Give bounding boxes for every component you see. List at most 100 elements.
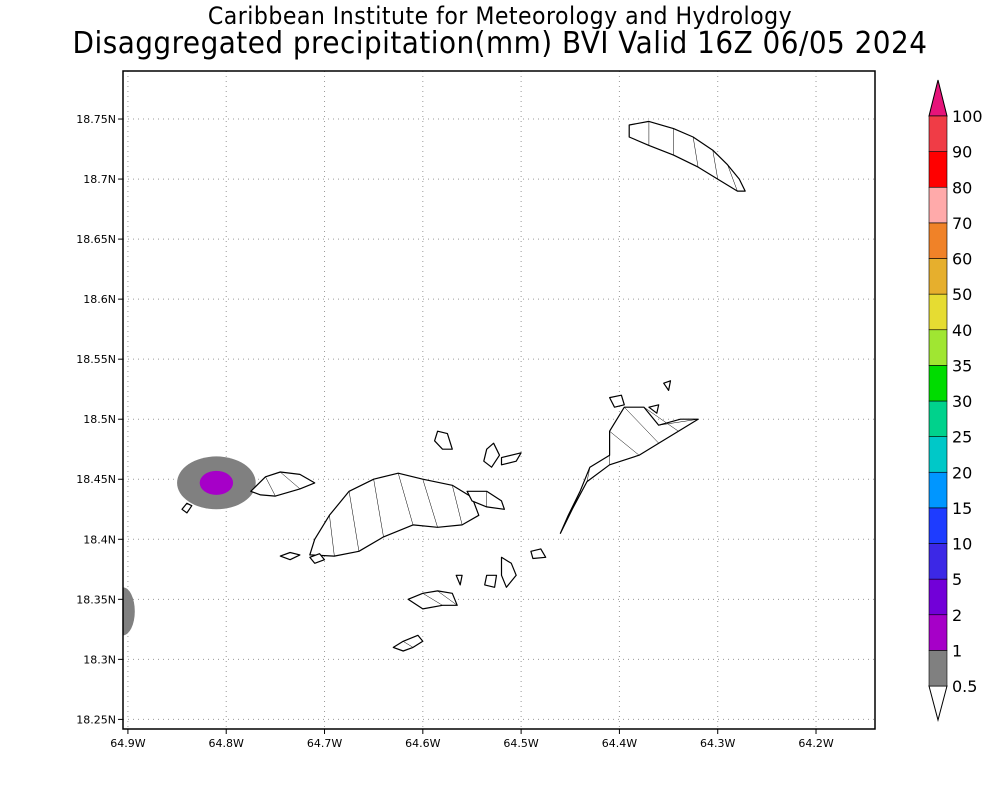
- longitude-labels: 64.9W 64.8W 64.7W 64.6W 64.5W 64.4W 64.3W 64.2W: [110, 729, 834, 750]
- island-little-jost-van-dyke: [181, 502, 193, 514]
- parcel-line: [280, 471, 301, 490]
- colorbar-label: 40: [952, 321, 972, 340]
- title-line-2: Disaggregated precipitation(mm) BVI Vali…: [72, 26, 928, 61]
- colorbar-swatch: [928, 186, 948, 224]
- parcel-line: [712, 150, 718, 180]
- colorbar-swatch: [928, 329, 948, 366]
- colorbar-label: 70: [952, 214, 972, 233]
- parcel-line: [398, 473, 414, 525]
- colorbar-high-extend: [928, 79, 948, 117]
- parcel-line: [692, 136, 699, 168]
- latitude-labels: 18.25N 18.3N 18.35N 18.4N 18.45N 18.5N 18.55N 1…: [76, 113, 123, 726]
- colorbar-swatch: [928, 507, 948, 544]
- parcel-line: [501, 500, 505, 510]
- lat-tick-label: 18.3N: [83, 653, 116, 666]
- lat-tick-label: 18.45N: [76, 473, 116, 486]
- parcel-line: [739, 178, 746, 192]
- island-mosquito-island: [608, 394, 625, 408]
- colorbar-swatch: [928, 436, 948, 473]
- island-ginger-island: [530, 548, 547, 560]
- colorbar-label: 80: [952, 178, 972, 197]
- island-cooper-island: [500, 556, 517, 588]
- parcel-line: [265, 476, 276, 497]
- precip-area-0.5-1: [123, 587, 135, 636]
- parcel-line: [329, 515, 335, 557]
- parcel-line: [403, 641, 414, 648]
- lat-tick-label: 18.4N: [83, 533, 116, 546]
- lon-tick-label: 64.5W: [503, 737, 538, 750]
- island-tortola: [309, 472, 480, 557]
- colorbar-label: 1: [952, 641, 962, 660]
- parcel-line: [586, 467, 591, 482]
- colorbar-swatch: [928, 471, 948, 509]
- colorbar-label: 2: [952, 606, 962, 625]
- island-virgin-gorda: [559, 406, 699, 534]
- island-outlines: [181, 120, 746, 652]
- parcel-line: [437, 590, 458, 606]
- parcel-line: [348, 491, 360, 552]
- parcel-line: [609, 431, 640, 456]
- island-great-camanoe: [483, 442, 501, 468]
- colorbar-swatch: [928, 650, 948, 687]
- precip-area-1-2: [199, 470, 234, 495]
- colorbar-label: 30: [952, 392, 972, 411]
- lat-tick-label: 18.5N: [83, 413, 116, 426]
- parcel-line: [422, 593, 443, 606]
- colorbar-swatch: [928, 151, 948, 188]
- island-anegada: [628, 120, 746, 192]
- parcel-line: [658, 418, 699, 426]
- parcel-line: [624, 407, 659, 444]
- colorbar-label: 25: [952, 428, 972, 447]
- lon-tick-label: 64.6W: [405, 737, 440, 750]
- island-scrub-island: [500, 452, 522, 466]
- colorbar-label: 90: [952, 143, 972, 162]
- colorbar-swatch: [928, 115, 948, 152]
- lon-tick-label: 64.3W: [700, 737, 735, 750]
- colorbar-swatch: [928, 293, 948, 331]
- lat-tick-label: 18.6N: [83, 293, 116, 306]
- parcel-line: [373, 479, 384, 537]
- parcel-line: [452, 485, 463, 525]
- lon-tick-label: 64.8W: [209, 737, 244, 750]
- colorbar-swatch: [928, 258, 948, 295]
- map-frame: [122, 70, 876, 730]
- parcel-line: [309, 539, 315, 555]
- colorbar-label: 0.5: [952, 677, 977, 696]
- colorbar-label: 100: [952, 107, 983, 126]
- parcel-line: [560, 515, 569, 534]
- colorbar-low-extend: [928, 685, 948, 722]
- title-line-1: Caribbean Institute for Meteorology and …: [207, 2, 793, 30]
- colorbar-label: 60: [952, 250, 972, 269]
- colorbar-swatch: [928, 578, 948, 616]
- island-peter-island: [407, 590, 458, 610]
- colorbar-label: 50: [952, 285, 972, 304]
- island-eustatia: [648, 404, 660, 414]
- island-great-thatch: [279, 551, 301, 561]
- lon-tick-label: 64.7W: [307, 737, 342, 750]
- colorbar-label: 15: [952, 499, 972, 518]
- island-norman-island: [392, 634, 424, 652]
- island-guana-island: [434, 430, 453, 450]
- parcel-line: [572, 491, 581, 510]
- colorbar-label: 5: [952, 570, 962, 589]
- parcel-line: [417, 635, 424, 642]
- colorbar-label: 20: [952, 463, 972, 482]
- parcel-line: [393, 647, 404, 652]
- island-necker-island: [663, 380, 672, 391]
- lon-tick-label: 64.9W: [110, 737, 145, 750]
- lon-tick-label: 64.4W: [602, 737, 637, 750]
- parcel-line: [250, 491, 261, 496]
- colorbar-swatch: [928, 365, 948, 402]
- parcel-line: [407, 599, 423, 610]
- parcel-line: [299, 474, 315, 484]
- lat-tick-label: 18.7N: [83, 173, 116, 186]
- colorbar-label: 10: [952, 535, 972, 554]
- lat-tick-label: 18.25N: [76, 713, 116, 726]
- island-frenchmans-cay: [309, 553, 326, 564]
- island-dead-chest: [455, 574, 463, 586]
- precip-areas: [123, 456, 256, 636]
- colorbar-label: 35: [952, 356, 972, 375]
- colorbar-swatch: [928, 614, 948, 651]
- parcel-line: [466, 491, 473, 501]
